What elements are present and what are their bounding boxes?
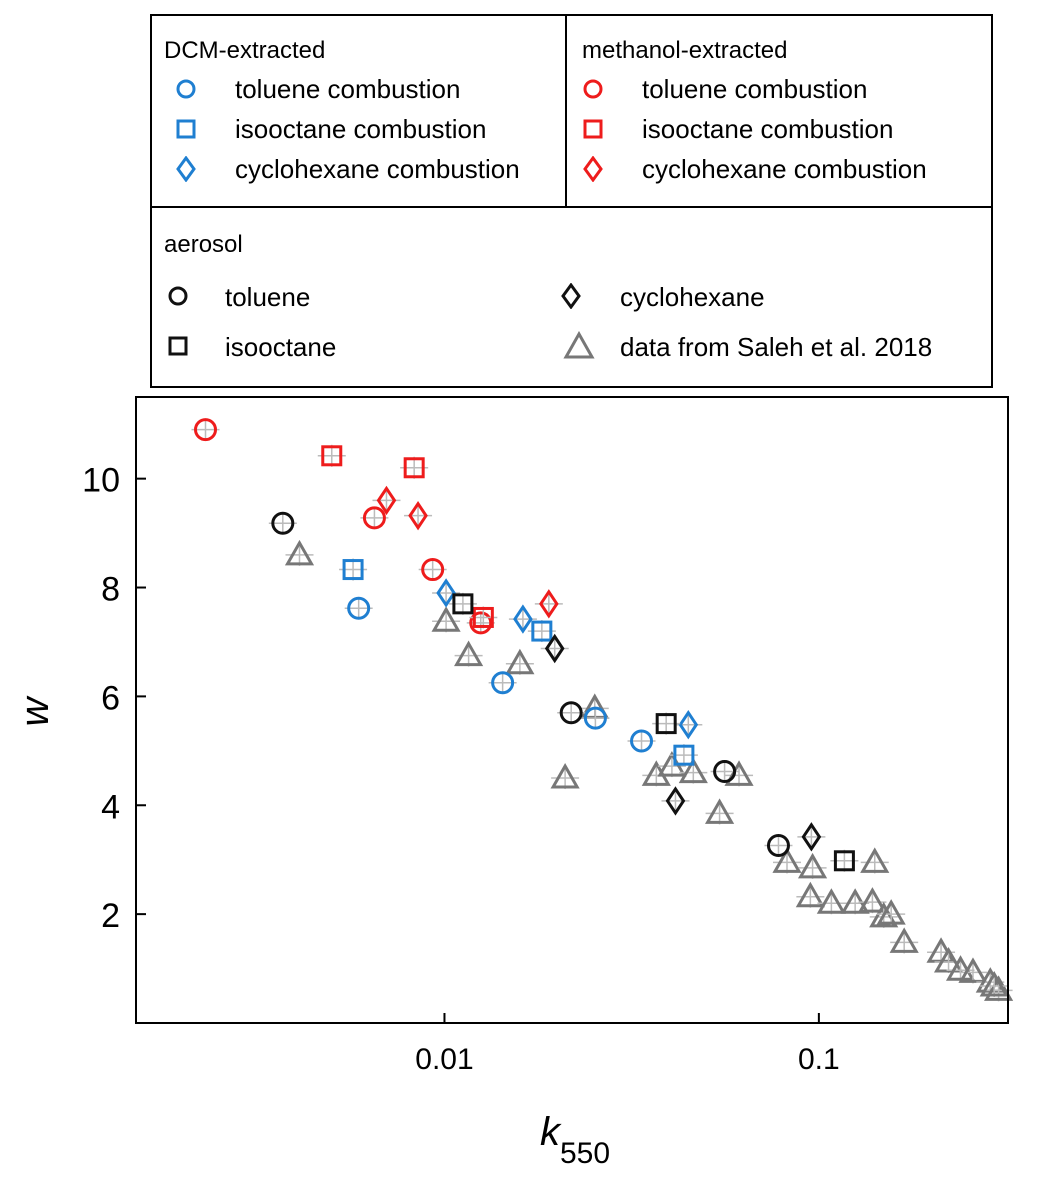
data-point-triangle xyxy=(889,927,919,953)
data-point-diamond xyxy=(408,500,428,531)
data-point-circle xyxy=(766,834,790,858)
data-point-circle xyxy=(271,511,295,535)
data-point-diamond xyxy=(665,786,686,816)
data-point-triangle xyxy=(772,847,802,873)
legend-item-label: isooctane combustion xyxy=(642,114,894,144)
data-point-triangle xyxy=(431,606,461,632)
legend-dcm-title: DCM-extracted xyxy=(164,37,326,64)
triangle-icon xyxy=(563,331,595,359)
data-point-circle xyxy=(713,760,737,784)
x-axis-label: k xyxy=(540,1110,562,1154)
circle-icon xyxy=(168,286,188,306)
data-point-triangle xyxy=(816,888,846,914)
data-point-diamond xyxy=(544,633,565,664)
data-point-square xyxy=(342,559,364,581)
data-point-circle xyxy=(491,671,515,695)
data-point-triangle xyxy=(857,887,888,913)
x-tick-label: 0.1 xyxy=(798,1043,840,1076)
data-point-triangle xyxy=(797,852,828,879)
x-axis-label-subscript: 550 xyxy=(560,1137,610,1170)
circle-icon xyxy=(583,79,603,99)
legend-aerosol-title: aerosol xyxy=(164,231,243,258)
legend-item-label: cyclohexane combustion xyxy=(235,154,520,184)
legend-item-label: data from Saleh et al. 2018 xyxy=(620,332,933,362)
data-point-diamond xyxy=(376,485,397,516)
data-point-square xyxy=(403,457,425,479)
square-icon xyxy=(168,336,188,356)
y-tick-label: 10 xyxy=(82,462,120,500)
data-point-square xyxy=(452,593,474,615)
legend-item-label: isooctane xyxy=(225,332,337,362)
square-icon xyxy=(176,119,196,139)
data-point-square xyxy=(531,620,553,642)
series-triangle xyxy=(284,539,1014,1002)
data-point-diamond xyxy=(513,604,533,634)
data-point-circle xyxy=(194,418,218,442)
legend-divider xyxy=(565,14,567,208)
legend-item-label: isooctane combustion xyxy=(235,114,487,144)
data-point-diamond xyxy=(539,589,559,619)
series-square xyxy=(339,558,698,767)
legend-methanol-title: methanol-extracted xyxy=(582,37,788,64)
data-point-circle xyxy=(362,506,386,530)
data-point-triangle xyxy=(678,757,708,784)
legend-item-label: cyclohexane xyxy=(620,282,765,312)
data-point-circle xyxy=(583,706,607,730)
data-point-square xyxy=(655,713,677,735)
data-point-square xyxy=(673,744,695,766)
y-tick-label: 6 xyxy=(101,679,120,717)
y-tick-label: 4 xyxy=(101,788,120,826)
series-circle xyxy=(191,418,495,635)
y-tick-label: 2 xyxy=(101,897,120,935)
data-point-triangle xyxy=(984,975,1014,1001)
y-axis-label: w xyxy=(13,694,57,726)
data-point-triangle xyxy=(933,947,964,973)
y-tick-label: 8 xyxy=(101,571,120,609)
data-point-diamond xyxy=(678,709,699,740)
series-square xyxy=(317,444,498,629)
data-point-triangle xyxy=(869,901,899,928)
diamond-icon xyxy=(176,156,196,182)
data-point-triangle xyxy=(550,763,580,789)
data-point-triangle xyxy=(860,847,890,873)
data-point-diamond xyxy=(801,822,822,852)
data-point-triangle xyxy=(505,648,535,675)
data-point-diamond xyxy=(436,578,456,608)
data-point-square xyxy=(472,606,494,628)
x-tick-label: 0.01 xyxy=(415,1043,473,1076)
diamond-icon xyxy=(583,156,603,182)
series-square xyxy=(448,592,859,872)
data-point-circle xyxy=(469,611,493,635)
data-point-triangle xyxy=(454,640,484,667)
square-icon xyxy=(583,119,603,139)
legend-item-label: toluene combustion xyxy=(235,74,461,104)
series-circle xyxy=(268,511,793,858)
data-point-triangle xyxy=(704,798,735,824)
data-point-triangle xyxy=(284,539,315,566)
legend-item-label: toluene combustion xyxy=(642,74,868,104)
legend-extracted xyxy=(150,14,993,208)
data-point-triangle xyxy=(795,881,825,908)
diamond-icon xyxy=(561,283,581,309)
data-point-triangle xyxy=(876,899,906,925)
data-point-circle xyxy=(630,729,654,753)
legend-item-label: toluene xyxy=(225,282,311,312)
data-point-square xyxy=(833,850,855,872)
legend-item-label: cyclohexane combustion xyxy=(642,154,927,184)
series-diamond xyxy=(540,633,826,852)
data-point-square xyxy=(321,445,343,467)
series-diamond xyxy=(372,485,563,619)
data-point-circle xyxy=(559,701,583,725)
data-point-circle xyxy=(421,558,445,582)
data-point-triangle xyxy=(979,970,1009,997)
plot-frame xyxy=(135,396,1009,1024)
data-point-triangle xyxy=(958,957,988,983)
series-circle xyxy=(344,596,656,753)
circle-icon xyxy=(176,79,196,99)
data-point-circle xyxy=(347,596,371,620)
series-diamond xyxy=(432,578,703,740)
